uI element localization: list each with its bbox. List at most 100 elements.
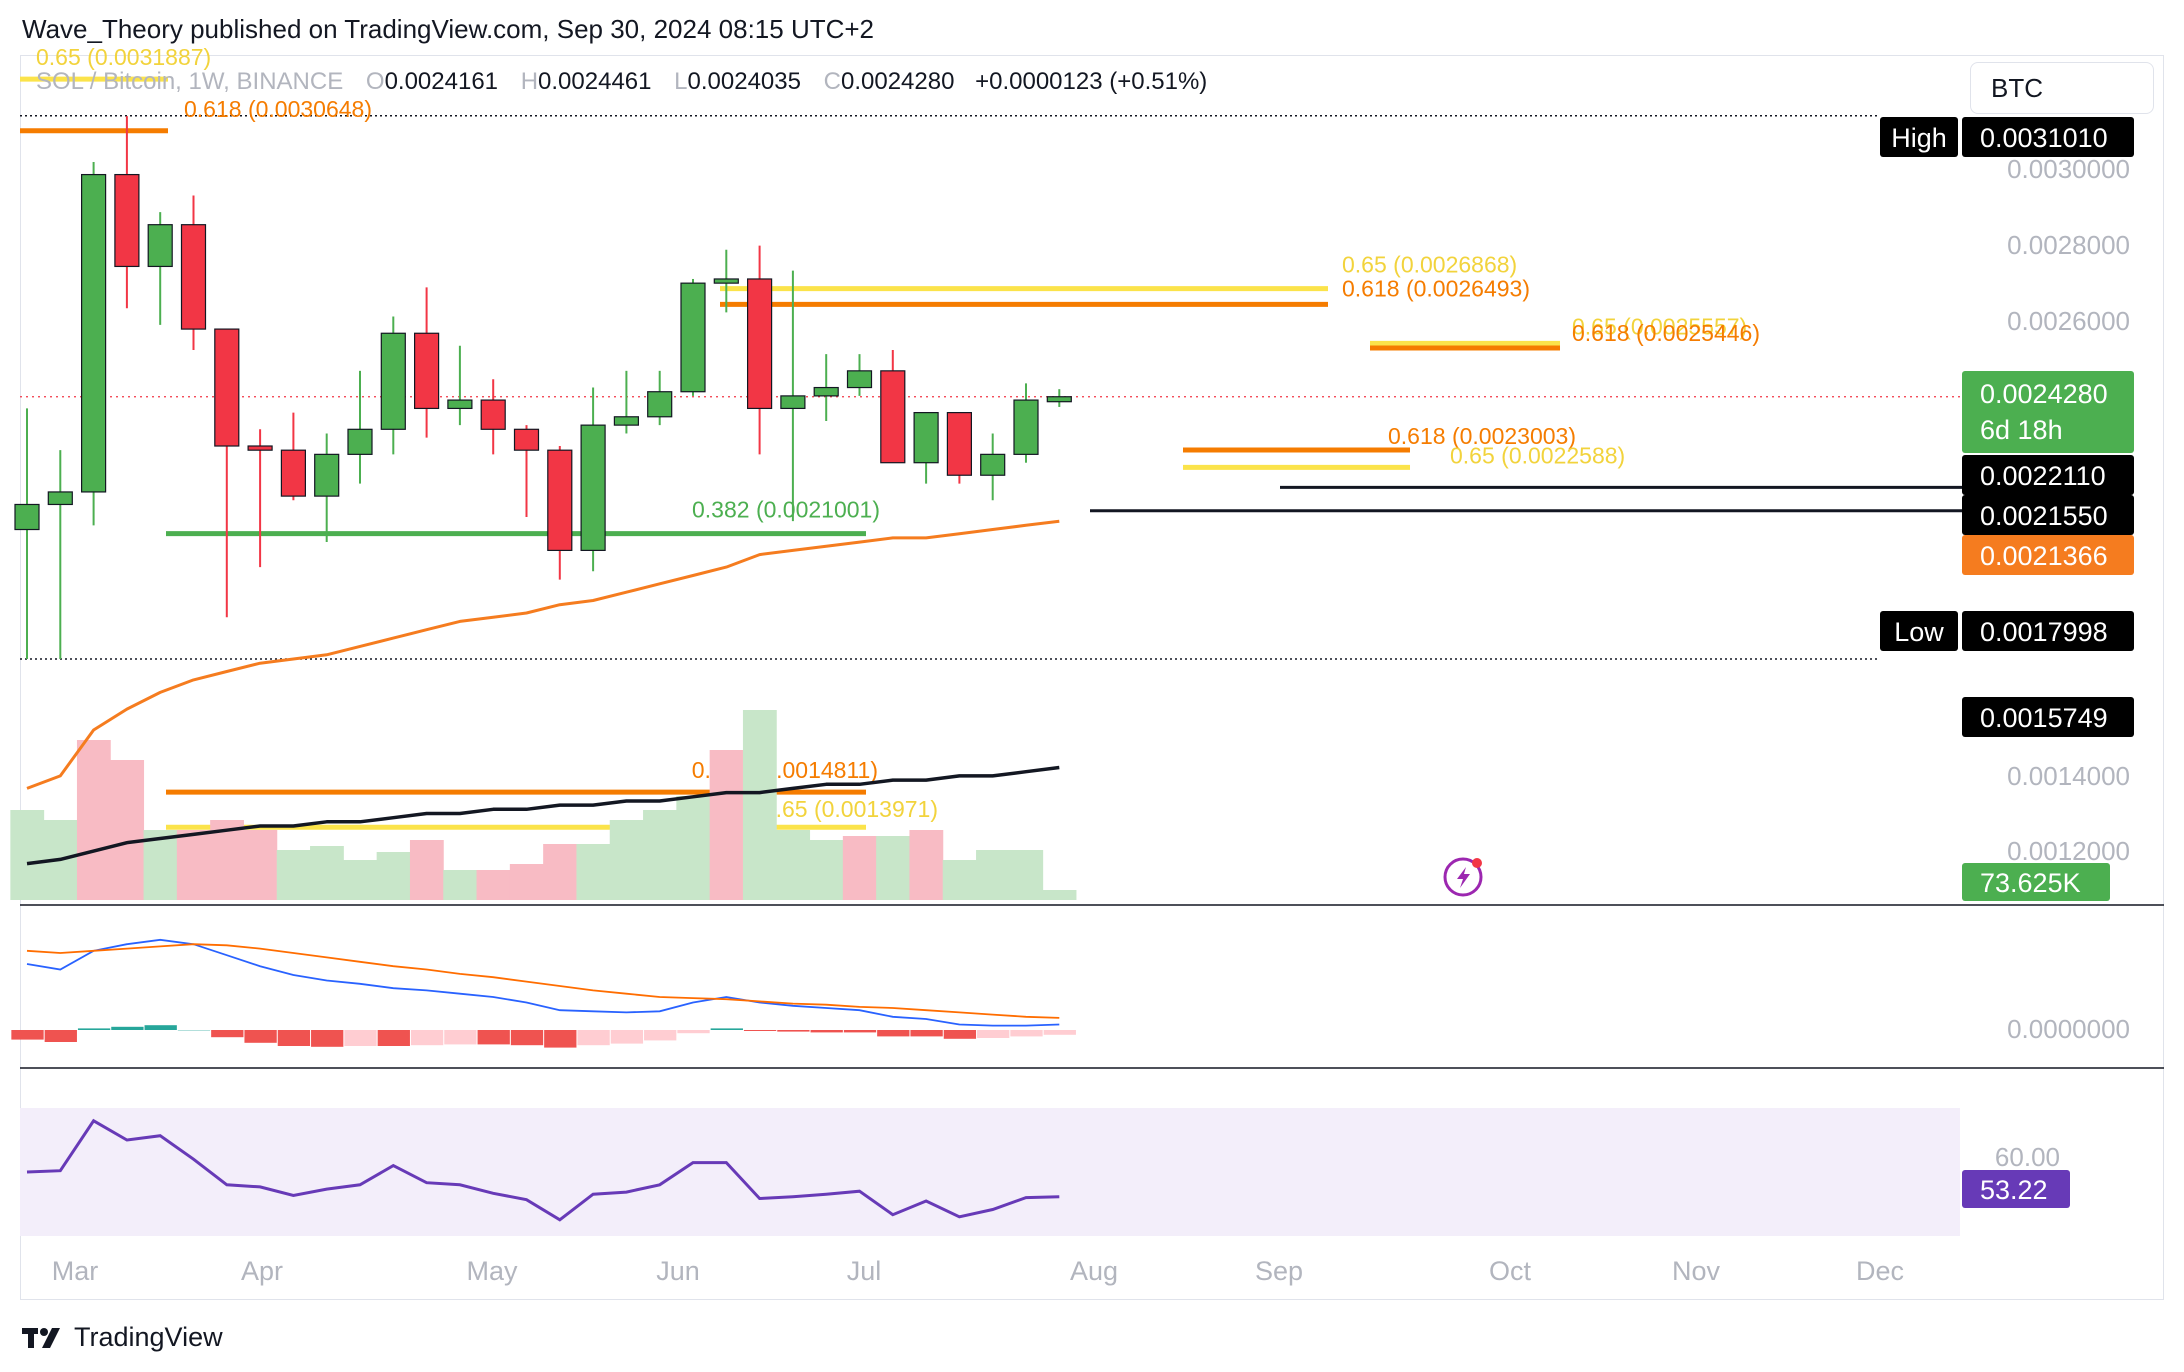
- volume-bar: [676, 796, 711, 900]
- fib-label: 0.65 (0.0022588): [1450, 442, 1625, 468]
- price-label-value: 0.0015749: [1980, 703, 2108, 733]
- volume-bar: [942, 860, 977, 900]
- low-label: L: [674, 68, 688, 95]
- low-value: 0.0024035: [687, 68, 801, 95]
- candlesticks: [14, 116, 1072, 659]
- moving-averages: [26, 519, 1060, 866]
- macd-histogram-bar: [810, 1030, 843, 1033]
- macd-histogram-bar: [111, 1026, 144, 1030]
- price-label-value: 0.0021366: [1980, 541, 2108, 571]
- price-label-tag: Low: [1894, 617, 1944, 647]
- time-axis-label: May: [466, 1256, 518, 1286]
- time-axis: Mar Apr May Jun Jul Aug Sep Oct Nov Dec: [52, 1256, 1904, 1286]
- macd-zero-label: 0.0000000: [2007, 1014, 2130, 1044]
- macd-pane: [11, 938, 1076, 1048]
- symbol-name[interactable]: SOL / Bitcoin, 1W, BINANCE: [36, 68, 344, 95]
- fib-label: 0.618 (0.0026493): [1342, 275, 1530, 301]
- volume-bar: [110, 760, 145, 900]
- price-tick-label: 0.0014000: [2007, 761, 2130, 791]
- price-tick-label: 0.0030000: [2007, 154, 2130, 184]
- candle-body: [946, 411, 973, 476]
- macd-histogram-bar: [777, 1030, 810, 1032]
- volume-bar: [176, 830, 211, 900]
- price-label-tag-box: [1880, 117, 1958, 157]
- macd-histogram-bar: [244, 1030, 277, 1043]
- volume-bar: [509, 864, 544, 900]
- time-axis-label: Oct: [1489, 1256, 1532, 1286]
- rsi-level-label: 60.00: [1995, 1142, 2060, 1172]
- candle-body: [14, 503, 40, 531]
- volume-bar: [643, 810, 677, 900]
- candle-body: [780, 395, 806, 410]
- macd-histogram-bar: [11, 1030, 44, 1040]
- volume-bar: [310, 846, 344, 900]
- chart-icons: [1443, 857, 1483, 897]
- volume-bar: [776, 830, 811, 900]
- candle-body: [580, 424, 606, 552]
- candle-body: [647, 391, 673, 418]
- price-label-value: 0.0024280: [1980, 379, 2108, 409]
- candle-body: [47, 491, 73, 506]
- time-axis-label: Jun: [656, 1256, 700, 1286]
- fib-label: 0.618 (0.0030648): [184, 96, 372, 122]
- fib-label: 0.65 (0.0013971): [763, 796, 938, 822]
- macd-histogram-bar: [410, 1030, 444, 1046]
- time-axis-label: Jul: [847, 1256, 882, 1286]
- fib-label: 0.65 (0.0025557): [1572, 313, 1747, 339]
- macd-histogram-bar: [277, 1030, 311, 1046]
- price-axis: 0.0030000 0.0028000 0.0026000 0.0014000 0.00…: [1880, 117, 2134, 1208]
- close-label: C: [823, 68, 841, 95]
- fib-label: 0.65 (0.0031887): [36, 44, 211, 70]
- macd-histogram-bar: [677, 1030, 710, 1034]
- volume-histogram: [10, 710, 1077, 900]
- macd-histogram-bar: [1043, 1030, 1076, 1035]
- volume-bar: [409, 840, 444, 900]
- candle-body: [247, 445, 273, 451]
- lightning-icon[interactable]: [1443, 857, 1483, 897]
- currency-button[interactable]: BTC: [1970, 62, 2154, 114]
- time-axis-label: Aug: [1070, 1256, 1118, 1286]
- price-label-box: [1962, 611, 2134, 651]
- volume-bar: [1009, 850, 1044, 900]
- volume-bar: [143, 830, 178, 900]
- fib-label: 0.382 (0.0021001): [692, 497, 880, 523]
- macd-histogram-bar: [510, 1030, 544, 1046]
- chart-frame: [20, 55, 2164, 1300]
- macd-histogram-bar: [477, 1030, 510, 1045]
- macd-histogram-bar: [444, 1030, 477, 1045]
- macd-histogram-bar: [577, 1030, 610, 1046]
- candle-body: [746, 278, 773, 410]
- footer-brand[interactable]: TradingView: [74, 1322, 223, 1352]
- candle-body: [513, 428, 540, 451]
- volume-bar: [709, 750, 744, 900]
- price-label-countdown: 6d 18h: [1980, 415, 2063, 445]
- candle-body: [380, 332, 406, 430]
- candle-body: [713, 278, 739, 284]
- price-label-value: 0.0017998: [1980, 617, 2108, 647]
- high-value: 0.0024461: [538, 68, 652, 95]
- time-axis-label: Dec: [1856, 1256, 1904, 1286]
- volume-bar: [742, 710, 777, 900]
- high-label: H: [520, 68, 539, 95]
- macd-histogram-bar: [1010, 1030, 1043, 1037]
- volume-bar: [909, 830, 944, 900]
- ema-200-line: [26, 765, 1060, 866]
- price-label-box: [1962, 371, 2134, 453]
- candle-body: [846, 370, 873, 389]
- macd-histogram-bar: [743, 1030, 777, 1031]
- macd-histogram-bar: [144, 1025, 177, 1030]
- macd-histogram-bar: [211, 1030, 244, 1038]
- fib-label: 0.65 (0.0026868): [1342, 252, 1517, 278]
- time-axis-label: Mar: [52, 1256, 99, 1286]
- fib-label: 0.618 (0.0023003): [1388, 423, 1576, 449]
- time-axis-label: Apr: [241, 1256, 283, 1286]
- volume-bar: [609, 820, 644, 900]
- volume-bar: [842, 836, 877, 900]
- volume-label-box: [1962, 863, 2110, 901]
- fib-label: 0.618 (0.0025446): [1572, 320, 1760, 346]
- price-label-box: [1962, 495, 2134, 535]
- candle-body: [280, 449, 306, 497]
- candle-body: [180, 224, 207, 330]
- macd-histogram-bar: [544, 1030, 577, 1048]
